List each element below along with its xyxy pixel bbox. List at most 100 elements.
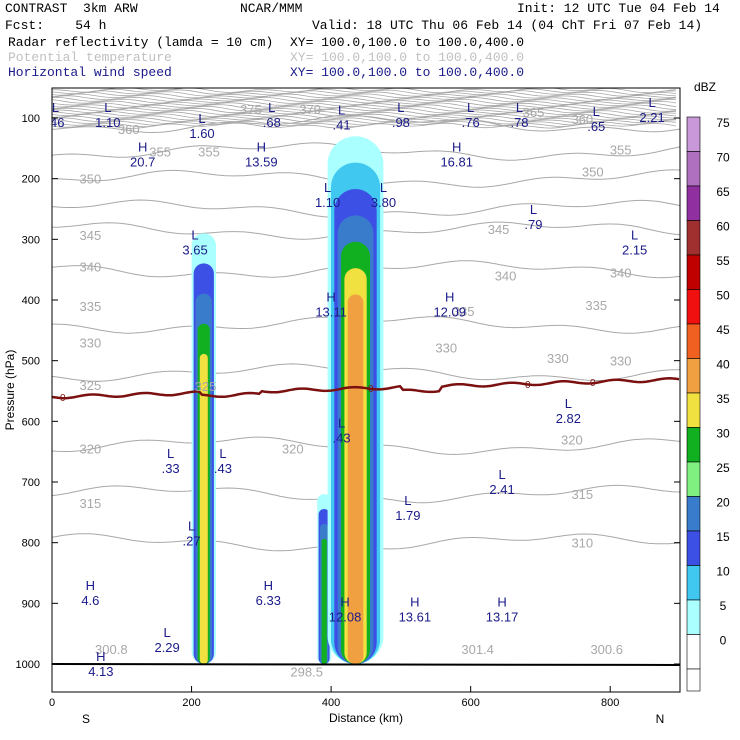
wind-extremum-value: 6.33 (256, 593, 281, 608)
theta-label: 310 (571, 536, 593, 551)
wind-extremum-value: 4.6 (81, 593, 99, 608)
x-end-label-north: N (656, 712, 665, 726)
theta-label: 355 (610, 143, 632, 158)
colorbar-swatch (687, 152, 700, 187)
reflectivity-cells (192, 136, 384, 664)
colorbar-level-label: 60 (716, 220, 730, 234)
y-tick-label: 400 (22, 295, 40, 307)
colorbar-swatch (687, 393, 700, 428)
wind-extremum-value: 1.60 (189, 126, 214, 141)
colorbar-swatch (687, 324, 700, 359)
wind-extremum-marker: L (104, 100, 111, 115)
colorbar-swatch (687, 359, 700, 394)
theta-label: 375 (240, 102, 262, 117)
x-tick-label: 800 (601, 697, 619, 709)
wind-extremum-value: 16.81 (440, 154, 473, 169)
wind-extremum-value: 2.82 (556, 411, 581, 426)
colorbar-swatch (687, 635, 700, 670)
colorbar-level-label: 75 (716, 116, 730, 130)
theta-label: 320 (80, 442, 102, 457)
wind-extremum-marker: L (530, 202, 537, 217)
wind-extremum-value: .43 (214, 461, 232, 476)
wind-extremum-value: .98 (392, 115, 410, 130)
wind-extremum-marker: H (445, 289, 454, 304)
y-tick-label: 200 (22, 174, 40, 186)
freezing-level-label: 0 (368, 384, 374, 395)
theta-label: 335 (585, 298, 607, 313)
wind-extremum-value: 12.08 (329, 609, 362, 624)
colorbar-level-label: 35 (716, 392, 730, 406)
wind-extremum-value: .33 (162, 461, 180, 476)
wind-extremum-marker: L (268, 100, 275, 115)
colorbar-swatch (687, 566, 700, 601)
wind-extremum-marker: H (86, 578, 95, 593)
wind-extremum-value: 13.11 (315, 304, 347, 319)
colorbar-level-label: 10 (716, 565, 730, 579)
x-tick-label: 200 (182, 697, 200, 709)
wind-extremum-value: 2.21 (639, 110, 664, 125)
wind-extremum-value: 3.65 (182, 242, 207, 257)
theta-label: 350 (80, 172, 102, 187)
wind-extremum-marker: L (498, 467, 505, 482)
x-end-label-south: S (82, 712, 90, 726)
y-tick-label: 700 (22, 477, 40, 489)
theta-label: 345 (488, 222, 510, 237)
wind-extremum-marker: L (404, 493, 411, 508)
theta-label: 340 (610, 266, 632, 281)
wind-extremum-marker: L (52, 100, 59, 115)
wind-extremum-value: 1.10 (95, 115, 120, 130)
wind-extremum-marker: L (338, 102, 345, 117)
wind-extremum-value: 2.41 (489, 482, 514, 497)
colorbar-swatch (687, 497, 700, 532)
wind-extremum-marker: H (452, 139, 461, 154)
wind-extremum-value: 2.15 (622, 242, 647, 257)
theta-label: 325 (80, 378, 102, 393)
theta-label: 355 (198, 144, 220, 159)
theta-label: 320 (282, 442, 304, 457)
wind-extremum-marker: H (340, 594, 349, 609)
plot-area: 0 0 0 0 375 370 365 360 360 355 355 355 350 350 345 345… (46, 87, 680, 679)
colorbar-swatch (687, 669, 700, 691)
wind-extremum-value: 4.13 (88, 664, 113, 679)
x-axis-label: Distance (km) (329, 711, 403, 725)
theta-label: 370 (299, 102, 321, 117)
theta-label: 340 (80, 260, 102, 275)
wind-extremum-value: 3.80 (371, 195, 396, 210)
wind-extremum-value: 13.17 (486, 609, 519, 624)
colorbar-level-label: 30 (716, 427, 730, 441)
ground-line (52, 664, 680, 665)
wind-extremum-value: .27 (183, 534, 201, 549)
colorbar-level-label: 40 (716, 358, 730, 372)
wind-extremum-value: 1.10 (315, 195, 340, 210)
y-tick-label: 100 (22, 113, 40, 125)
wind-extremum-marker: L (188, 519, 195, 534)
theta-label: 330 (547, 351, 569, 366)
wind-extremum-marker: H (410, 594, 419, 609)
wind-extremum-marker: L (380, 180, 387, 195)
y-tick-label: 800 (22, 538, 40, 550)
wind-extremum-marker: L (397, 100, 404, 115)
wind-extremum-marker: L (593, 104, 600, 119)
wind-extremum-marker: H (96, 649, 105, 664)
wind-extremum-marker: H (138, 139, 147, 154)
colorbar-level-label: 45 (716, 323, 730, 337)
colorbar-level-label: 5 (720, 599, 727, 613)
theta-label: 330 (435, 340, 457, 355)
wind-extremum-marker: L (631, 227, 638, 242)
colorbar-swatch (687, 117, 700, 152)
x-tick-label: 400 (322, 697, 340, 709)
colorbar-swatch (687, 255, 700, 290)
colorbar-swatch (687, 531, 700, 566)
theta-label: 340 (495, 269, 517, 284)
theta-label: 360 (118, 122, 140, 137)
wind-extremum-value: .65 (587, 119, 605, 134)
theta-label: 325 (195, 379, 217, 394)
reflectivity-contour-30 (322, 539, 327, 664)
wind-extremum-value: 13.59 (245, 154, 278, 169)
freezing-level-label: 0 (60, 393, 66, 404)
wind-extremum-value: 12.09 (433, 304, 466, 319)
wind-extremum-marker: L (338, 415, 345, 430)
wind-extremum-value: 13.61 (399, 609, 432, 624)
colorbar-swatch (687, 462, 700, 497)
